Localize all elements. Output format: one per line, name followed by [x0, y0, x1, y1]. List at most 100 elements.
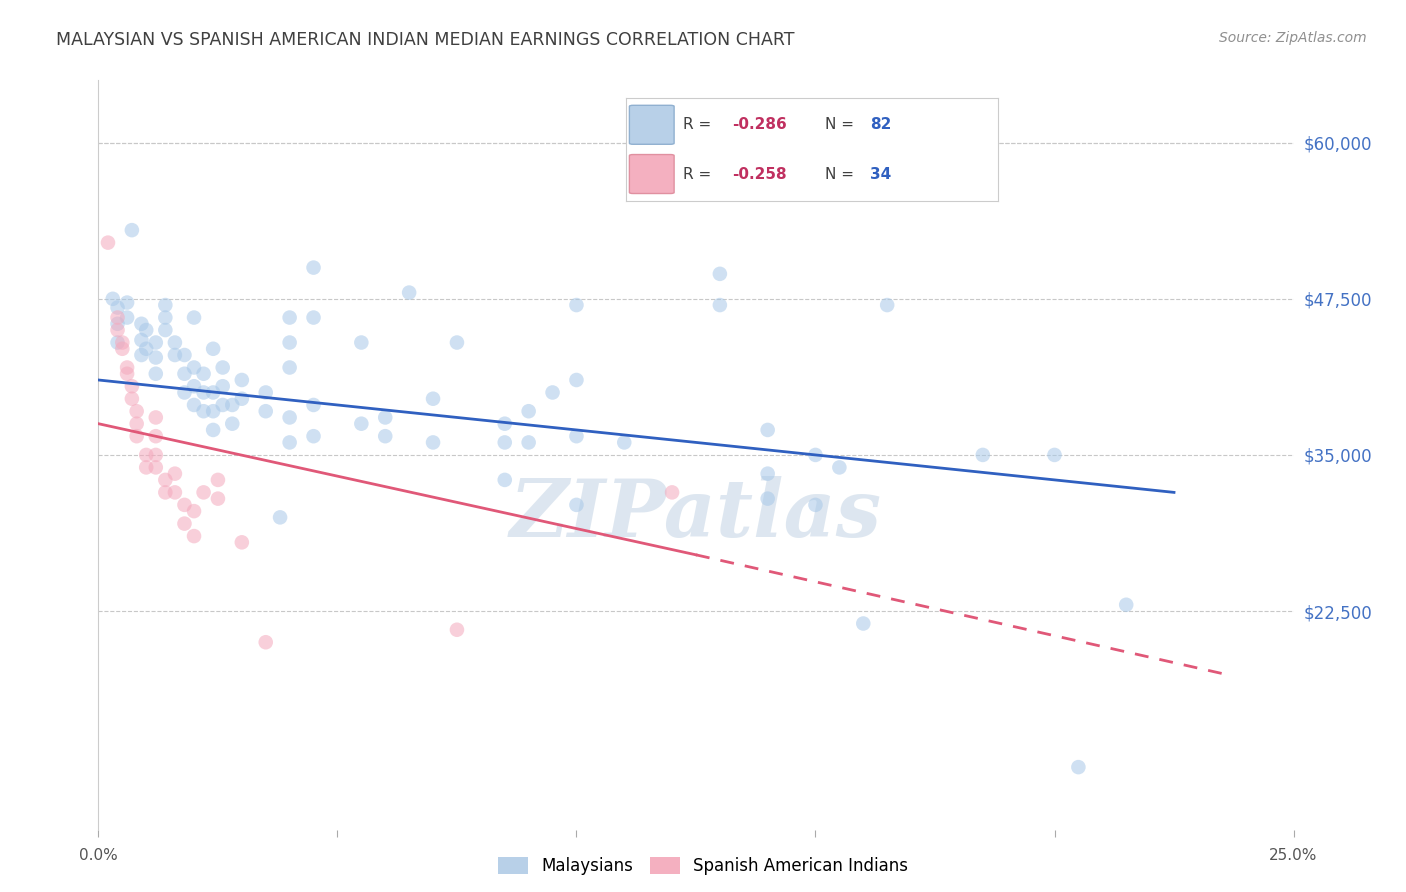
Legend: Malaysians, Spanish American Indians: Malaysians, Spanish American Indians — [491, 850, 915, 882]
Point — [183, 529, 205, 543]
Point — [111, 342, 134, 356]
Point — [121, 392, 143, 406]
Point — [145, 410, 167, 425]
Point — [517, 435, 540, 450]
Point — [202, 404, 225, 418]
Point — [131, 317, 153, 331]
Point — [302, 260, 325, 275]
Point — [231, 392, 253, 406]
Text: MALAYSIAN VS SPANISH AMERICAN INDIAN MEDIAN EARNINGS CORRELATION CHART: MALAYSIAN VS SPANISH AMERICAN INDIAN MED… — [56, 31, 794, 49]
Point — [107, 323, 129, 337]
Point — [173, 367, 195, 381]
Point — [374, 410, 396, 425]
Point — [269, 510, 291, 524]
Text: 0.0%: 0.0% — [79, 848, 118, 863]
Text: ZIPatlas: ZIPatlas — [510, 476, 882, 554]
Point — [207, 491, 229, 506]
Point — [145, 460, 167, 475]
Point — [302, 429, 325, 443]
Point — [107, 301, 129, 315]
Point — [278, 310, 301, 325]
Point — [494, 473, 516, 487]
Point — [125, 429, 148, 443]
Point — [135, 323, 157, 337]
Point — [876, 298, 898, 312]
Point — [565, 298, 588, 312]
Point — [565, 498, 588, 512]
Point — [1115, 598, 1137, 612]
Point — [541, 385, 564, 400]
Point — [135, 342, 157, 356]
Point — [121, 223, 143, 237]
Point — [202, 342, 225, 356]
Point — [278, 435, 301, 450]
Point — [173, 498, 195, 512]
Point — [115, 367, 138, 381]
Point — [278, 410, 301, 425]
Point — [221, 417, 243, 431]
Point — [163, 335, 186, 350]
Point — [155, 323, 177, 337]
Point — [254, 635, 277, 649]
Text: N =: N = — [825, 167, 859, 182]
Point — [613, 435, 636, 450]
FancyBboxPatch shape — [630, 154, 673, 194]
Text: -0.286: -0.286 — [733, 117, 786, 132]
Point — [155, 485, 177, 500]
Point — [202, 423, 225, 437]
Point — [155, 473, 177, 487]
Point — [163, 485, 186, 500]
Point — [183, 360, 205, 375]
Point — [398, 285, 420, 300]
Text: R =: R = — [683, 117, 717, 132]
Point — [183, 398, 205, 412]
Point — [135, 460, 157, 475]
Point — [155, 310, 177, 325]
Point — [446, 335, 468, 350]
Point — [115, 360, 138, 375]
Point — [107, 310, 129, 325]
Point — [350, 417, 373, 431]
Point — [107, 317, 129, 331]
Point — [193, 485, 215, 500]
Point — [278, 360, 301, 375]
Text: -0.258: -0.258 — [733, 167, 786, 182]
Point — [121, 379, 143, 393]
Point — [193, 404, 215, 418]
Point — [101, 292, 124, 306]
Point — [183, 379, 205, 393]
Point — [661, 485, 683, 500]
Point — [193, 385, 215, 400]
Point — [972, 448, 994, 462]
Point — [163, 467, 186, 481]
Point — [517, 404, 540, 418]
Point — [374, 429, 396, 443]
Point — [202, 385, 225, 400]
Point — [145, 335, 167, 350]
Point — [125, 417, 148, 431]
Point — [254, 404, 277, 418]
Point — [278, 335, 301, 350]
Point — [565, 429, 588, 443]
Point — [131, 348, 153, 362]
Point — [183, 504, 205, 518]
Point — [221, 398, 243, 412]
Point — [231, 373, 253, 387]
Point — [756, 467, 779, 481]
Point — [709, 298, 731, 312]
Point — [852, 616, 875, 631]
Point — [115, 295, 138, 310]
Text: 25.0%: 25.0% — [1270, 848, 1317, 863]
Text: 34: 34 — [870, 167, 891, 182]
Point — [828, 460, 851, 475]
Point — [111, 335, 134, 350]
Point — [494, 435, 516, 450]
Point — [145, 429, 167, 443]
Point — [107, 335, 129, 350]
Point — [183, 310, 205, 325]
Point — [155, 298, 177, 312]
Point — [422, 392, 444, 406]
Point — [211, 360, 233, 375]
Point — [173, 348, 195, 362]
Point — [145, 351, 167, 365]
